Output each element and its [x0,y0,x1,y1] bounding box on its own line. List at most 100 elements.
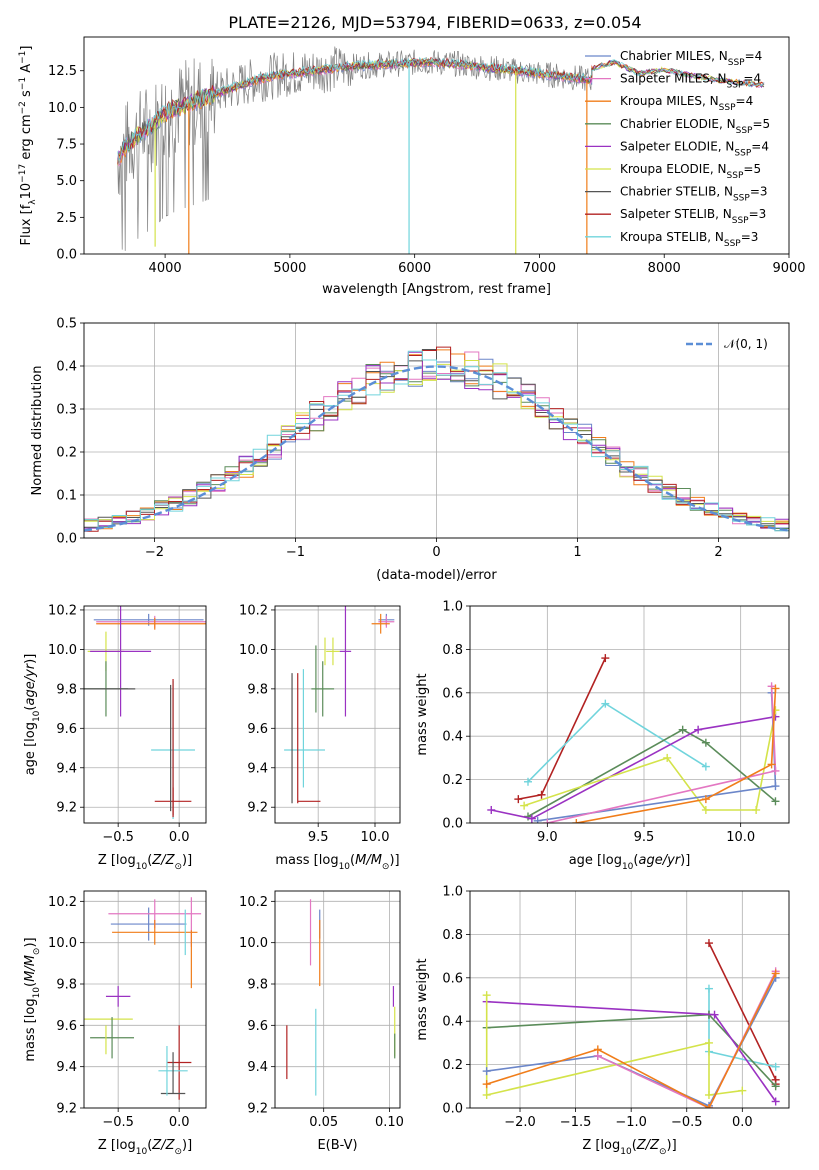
y-axis-label-part: M/M [23,955,38,982]
legend-entry-part: =3 [750,185,768,199]
y-tick-label: 0.2 [56,446,77,461]
x-axis-label-part: age/yr [638,853,681,868]
x-tick-label: −2 [145,545,164,560]
y-tick-label: 9.4 [247,761,268,776]
x-axis-label-part: 10 [339,862,351,872]
x-axis-label: Z [log10(Z/Z⊙)] [98,1138,192,1157]
mass-weight-line [576,688,777,823]
legend-entry: Chabrier STELIB, NSSP=3 [620,185,768,204]
y-tick-label: 10.2 [239,895,268,910]
x-axis-label-part: )] [680,853,690,868]
legend-entry: Kroupa STELIB, NSSP=3 [620,230,758,249]
x-tick-label: 7000 [523,261,556,276]
legend-entry-part: Chabrier MILES, N [620,49,728,63]
y-tick-label: 10.2 [48,603,77,618]
spectrum-panel: 4000 5000 6000 7000 8000 9000 0.0 2.5 5.0 7.5 10.0… [18,36,806,297]
y-axis-label-part: ( [23,706,38,711]
plot-area [487,654,780,823]
x-tick-label: 0.05 [309,1115,338,1130]
y-tick-label: 10.0 [48,936,77,951]
x-axis-label-part: ( [147,1138,152,1153]
axes-frame [469,605,790,824]
x-tick-label: 9000 [772,261,805,276]
x-tick-label: 9.0 [537,830,558,845]
y-axis-label-part: s [19,90,34,101]
plot-area [84,346,789,532]
legend-entry: Salpeter ELODIE, NSSP=4 [620,139,769,158]
y-tick-label: 10.0 [48,643,77,658]
x-axis-label-part: 10 [622,862,634,872]
y-axis-label-part: erg cm [19,114,34,163]
x-axis-label-part: ( [633,853,638,868]
plot-area [284,606,395,804]
y-tick-label: 0.8 [442,928,463,943]
y-tick-label: 9.2 [247,801,268,816]
y-axis-label: mass [log10(M/M⊙)] [23,937,42,1061]
x-tick-label: −0.5 [102,830,134,845]
x-axis-label-part: Z [log [582,1138,620,1153]
x-tick-label: −0.5 [671,1115,703,1130]
y-axis-label-part: ( [23,982,38,987]
x-tick-label: 10.0 [361,830,390,845]
x-tick-label: 0 [432,545,440,560]
x-axis-label-part: Z/Z [151,1138,175,1153]
y-tick-label: 12.5 [48,64,77,79]
y-axis-label: mass weight [415,673,430,755]
y-axis-label-part: age/yr [23,662,38,705]
x-tick-label: 2 [714,545,722,560]
legend-entry-part: SSP [732,216,749,226]
y-tick-label: 9.6 [56,722,77,737]
y-axis-label-part: 10 [32,987,42,999]
y-axis-label-part: mass [log [23,998,38,1061]
legend-entry-part: =4 [751,139,769,153]
legend-entry: Chabrier ELODIE, NSSP=5 [620,117,770,136]
y-axis-label: age [log10(age/yr)] [23,654,42,776]
plot-area [84,606,206,820]
y-axis-label-part: ] [19,46,34,51]
x-axis-label-part: ⊙ [174,1147,182,1157]
x-axis-label-part: ⊙ [174,862,182,872]
y-tick-label: 9.2 [56,801,77,816]
y-tick-label: 10.2 [48,895,77,910]
x-axis-label-part: age [log [569,853,622,868]
legend-entry-part: SSP [719,103,736,113]
model-spectrum-line [117,56,765,160]
y-tick-label: 0.0 [442,1102,463,1117]
x-axis-label-part: Z [log [98,853,136,868]
y-tick-label: 9.8 [247,682,268,697]
mass-weight-line [491,715,776,820]
x-axis-label-part: )] [667,1138,677,1153]
x-axis-label: Z [log10(Z/Z⊙)] [98,853,192,872]
y-axis-label-part: )] [23,937,38,947]
x-axis-label-part: 10 [620,1147,632,1157]
x-tick-label: 0.10 [375,1115,404,1130]
x-tick-label: 0.0 [169,1115,190,1130]
legend-entry-part: =4 [745,49,763,63]
x-tick-label: 1 [573,545,581,560]
y-tick-label: 9.2 [56,1102,77,1117]
x-axis-label-part: mass [log [275,853,338,868]
x-tick-label: 10.0 [726,830,755,845]
axes-frame [469,890,790,1109]
legend-entry-part: =4 [736,94,754,108]
histogram-step-line [84,350,789,532]
plot-area [482,939,780,1108]
legend-entry-part: Salpeter STELIB, N [620,207,732,221]
y-tick-label: 0.6 [442,686,463,701]
y-tick-label: 0.4 [442,1015,463,1030]
x-axis-label-part: Z [log [98,1138,136,1153]
age-vs-metallicity-panel: −0.5 0.09.29.49.69.810.010.2Z [log10(Z/Z⊙… [23,603,207,872]
y-tick-label: 9.8 [56,978,77,993]
axes-frame [83,890,207,1109]
x-axis-label-part: ( [147,853,152,868]
y-axis-label-part: −1 [18,77,28,90]
x-tick-label: 6000 [398,261,431,276]
mass-weight-vs-metallicity-panel: −2.0 −1.5 −1.0 −0.5 0.0 0.0 0.2 0.4 0.6 0.8 1.0 Z [… [415,885,790,1157]
x-tick-label: −1.0 [615,1115,647,1130]
y-axis-label-part: −1 [18,51,28,64]
y-tick-label: 9.4 [56,761,77,776]
x-axis-label: Z [log10(Z/Z⊙)] [582,1138,676,1157]
residual-histogram-panel: −2 −1 0 1 2 0.0 0.1 0.2 0.3 0.4 0.5 (data-model)/er… [30,317,790,583]
mass-vs-ebv-panel: 0.05 0.10 9.2 9.4 9.6 9.8 10.0 10.2 E(B-V) [239,890,404,1153]
legend-entry-part: =5 [752,117,770,131]
